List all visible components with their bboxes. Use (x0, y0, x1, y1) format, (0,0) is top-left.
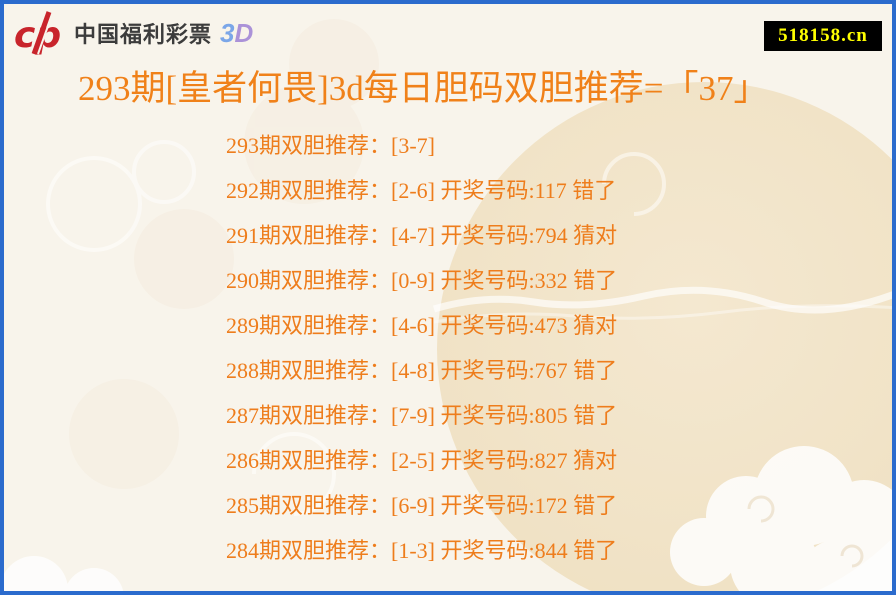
bottom-left-cloud (4, 556, 124, 591)
cloud-curls (747, 495, 864, 568)
recommendation-row-284: 284期双胆推荐：[1-3] 开奖号码:844 错了 (226, 538, 618, 563)
cloud-decorations (4, 19, 892, 591)
recommendation-row-293: 293期双胆推荐：[3-7] (226, 133, 435, 158)
bottom-right-clouds (670, 446, 892, 591)
site-url-badge: 518158.cn (764, 21, 882, 51)
recommendation-row-292: 292期双胆推荐：[2-6] 开奖号码:117 错了 (226, 178, 617, 203)
brand-3: 3 (220, 17, 235, 48)
brand-name: 中国福利彩票 (74, 22, 213, 47)
recommendation-row-290: 290期双胆推荐：[0-9] 开奖号码:332 错了 (226, 268, 618, 293)
brand-3d-label: 3D (220, 18, 253, 49)
china-welfare-lottery-icon: cp (14, 11, 61, 56)
recommendation-row-287: 287期双胆推荐：[7-9] 开奖号码:805 错了 (226, 403, 618, 428)
recommendation-row-286: 286期双胆推荐：[2-5] 开奖号码:827 猜对 (226, 448, 618, 473)
recommendation-row-291: 291期双胆推荐：[4-7] 开奖号码:794 猜对 (226, 223, 618, 248)
brand-d: D (234, 17, 254, 48)
recommendation-row-288: 288期双胆推荐：[4-8] 开奖号码:767 错了 (226, 358, 618, 383)
swirl-cloud-outlines (46, 140, 666, 516)
page-title: 293期[皇者何畏]3d每日胆码双胆推荐=「37」 (78, 69, 769, 108)
mist-wave (432, 286, 892, 324)
site-logo[interactable]: cp 中国福利彩票 3D (14, 10, 253, 56)
recommendation-list: 293期双胆推荐：[3-7] 292期双胆推荐：[2-6] 开奖号码:117 错… (226, 123, 617, 573)
recommendation-row-285: 285期双胆推荐：[6-9] 开奖号码:172 错了 (226, 493, 618, 518)
pale-cloud-blobs (69, 19, 379, 489)
recommendation-row-289: 289期双胆推荐：[4-6] 开奖号码:473 猜对 (226, 313, 618, 338)
